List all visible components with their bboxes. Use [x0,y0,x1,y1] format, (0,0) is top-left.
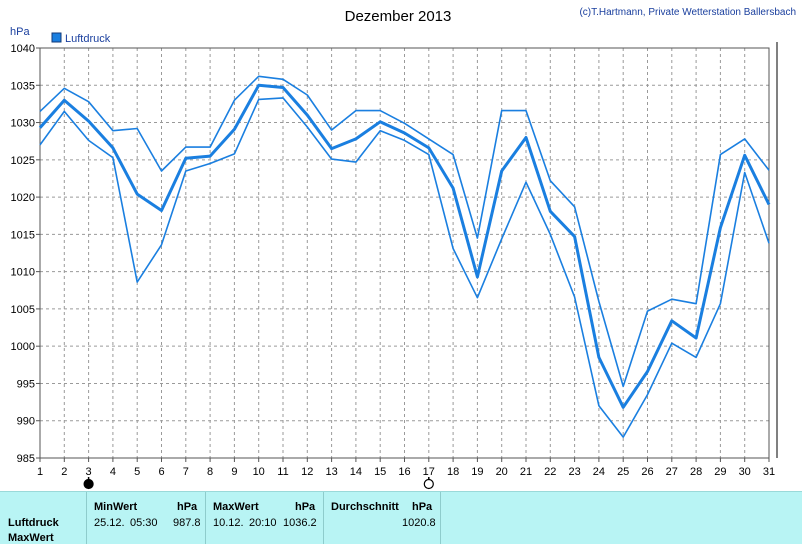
pressure-chart: Dezember 2013 (c)T.Hartmann, Private Wet… [10,7,796,490]
max-time: 20:10 [249,517,277,529]
y-axis-unit: hPa [10,26,30,38]
min-unit: hPa [177,501,198,513]
x-tick-label: 30 [739,466,751,478]
x-tick-label: 23 [568,466,580,478]
y-tick-label: 1025 [11,155,35,167]
chart-title: Dezember 2013 [345,8,452,25]
x-tick-label: 11 [277,466,288,478]
x-tick-label: 17 [423,466,435,478]
min-time: 05:30 [130,517,158,529]
x-tick-label: 20 [496,466,508,478]
x-tick-label: 24 [593,466,605,478]
x-tick-label: 4 [110,466,116,478]
x-tick-label: 29 [714,466,726,478]
legend-label: Luftdruck [65,33,111,45]
x-tick-label: 15 [374,466,386,478]
stats-divider [86,492,87,544]
stats-divider [440,492,441,544]
axes: 9859909951000100510101015102010251030103… [11,43,776,478]
grid [40,48,769,458]
stats-divider [323,492,324,544]
series-line-mean [38,83,771,409]
y-tick-label: 985 [17,453,35,465]
x-tick-label: 13 [325,466,337,478]
y-tick-label: 1030 [11,118,35,130]
x-tick-label: 1 [37,466,43,478]
y-tick-label: 1040 [11,43,35,55]
x-tick-label: 6 [158,466,164,478]
x-tick-label: 2 [61,466,67,478]
series [38,75,771,438]
avg-header: Durchschnitt [331,501,399,513]
y-tick-label: 995 [17,378,35,390]
x-tick-label: 5 [134,466,140,478]
new-moon-icon [83,478,94,490]
x-tick-label: 10 [253,466,265,478]
x-tick-label: 22 [544,466,556,478]
legend-swatch [51,32,62,43]
y-tick-label: 990 [17,416,35,428]
max-date: 10.12. [213,517,244,529]
avg-value: 1020.8 [402,517,436,529]
row-label-maxwert: MaxWert [8,532,54,544]
x-tick-label: 8 [207,466,213,478]
y-tick-label: 1020 [11,192,35,204]
x-tick-label: 12 [301,466,313,478]
y-tick-label: 1035 [11,80,35,92]
row-label-luftdruck: Luftdruck [8,517,59,529]
copyright-text: (c)T.Hartmann, Private Wetterstation Bal… [579,7,796,18]
x-tick-label: 31 [763,466,775,478]
x-tick-label: 28 [690,466,702,478]
stats-divider [205,492,206,544]
x-tick-label: 21 [520,466,532,478]
x-tick-label: 18 [447,466,459,478]
stats-panel: MinWert hPa MaxWert hPa Durchschnitt hPa… [0,491,802,544]
x-tick-label: 27 [666,466,678,478]
x-tick-label: 9 [231,466,237,478]
x-tick-label: 26 [641,466,653,478]
x-tick-label: 14 [350,466,362,478]
series-line-max [39,75,770,388]
x-tick-label: 7 [183,466,189,478]
y-tick-label: 1005 [11,304,35,316]
x-tick-label: 25 [617,466,629,478]
x-tick-label: 16 [398,466,410,478]
moon-markers [83,477,434,490]
min-header: MinWert [94,501,138,513]
y-tick-label: 1000 [11,341,35,353]
series-line-min [39,97,770,438]
x-tick-label: 19 [471,466,483,478]
y-tick-label: 1010 [11,267,35,279]
avg-unit: hPa [412,501,433,513]
max-value: 1036.2 [283,517,317,529]
x-tick-label: 3 [86,466,92,478]
full-moon-icon [423,478,434,490]
max-header: MaxWert [213,501,259,513]
min-date: 25.12. [94,517,125,529]
y-tick-label: 1015 [11,229,35,241]
min-value: 987.8 [173,517,201,529]
max-unit: hPa [295,501,316,513]
